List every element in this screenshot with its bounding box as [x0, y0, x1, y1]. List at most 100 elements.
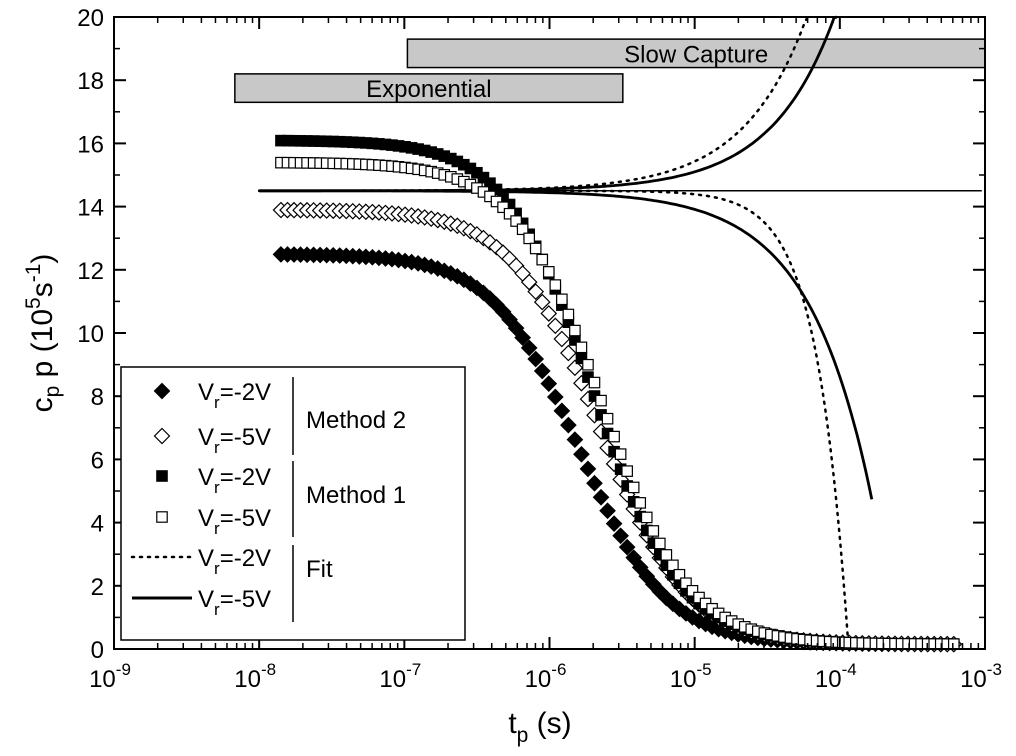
legend-label-0: Vr=-2V — [198, 379, 271, 412]
data-point — [614, 448, 627, 460]
band-label-0: Exponential — [366, 76, 491, 103]
data-point — [605, 515, 623, 532]
data-point — [634, 497, 647, 509]
y-tick-label: 2 — [91, 574, 104, 601]
data-point — [533, 293, 551, 311]
y-tick-label: 20 — [77, 5, 104, 32]
legend-group-1: Method 1 — [306, 482, 406, 509]
x-tick-label: 10-5 — [670, 660, 712, 693]
data-point — [507, 319, 525, 337]
data-point — [640, 511, 653, 524]
band-1 — [406, 38, 986, 69]
data-point — [673, 568, 686, 581]
legend-group-2: Fit — [306, 556, 333, 583]
x-tick-label: 10-9 — [89, 660, 131, 693]
fit-lower-1 — [259, 189, 874, 500]
y-tick-label: 0 — [91, 637, 104, 664]
data-point — [588, 376, 601, 389]
data-point — [490, 183, 503, 196]
data-point — [660, 549, 673, 561]
data-point — [947, 638, 960, 650]
data-points — [272, 134, 963, 653]
data-point — [484, 177, 496, 189]
series-3 — [275, 156, 960, 650]
data-point — [536, 253, 549, 266]
legend-marker-1 — [153, 427, 171, 445]
y-tick-label: 10 — [77, 321, 104, 348]
data-point — [647, 525, 660, 537]
data-point — [560, 416, 577, 434]
data-point — [553, 402, 571, 420]
data-point — [582, 358, 594, 371]
y-tick-label: 18 — [77, 68, 104, 95]
band-label-1: Slow Capture — [624, 41, 768, 68]
data-point — [546, 317, 564, 335]
data-point — [566, 431, 584, 449]
data-point — [542, 266, 555, 278]
data-point — [553, 330, 571, 348]
data-point — [560, 344, 577, 362]
data-point — [667, 559, 679, 572]
y-tick-label: 8 — [91, 384, 104, 411]
data-point — [601, 412, 614, 425]
x-axis-label: tp (s) — [508, 707, 571, 747]
data-point — [562, 308, 575, 321]
legend-group-0: Method 2 — [306, 407, 406, 434]
band-0 — [234, 73, 624, 104]
x-tick-label: 10-6 — [525, 660, 567, 693]
data-point — [527, 283, 545, 300]
y-tick-label: 4 — [91, 511, 104, 538]
data-point — [523, 232, 535, 245]
x-tick-label: 10-3 — [960, 660, 1002, 693]
data-point — [621, 465, 633, 477]
data-point — [592, 488, 610, 506]
y-tick-label: 12 — [77, 258, 104, 285]
legend-label-4: Vr=-2V — [198, 545, 271, 578]
data-point — [575, 352, 588, 365]
data-point — [514, 329, 531, 346]
data-point — [569, 324, 581, 337]
data-point — [680, 577, 692, 590]
y-tick-label: 16 — [77, 131, 104, 158]
data-point — [516, 223, 529, 236]
x-tick-label: 10-7 — [379, 660, 421, 693]
data-point — [654, 537, 666, 550]
y-tick-label: 6 — [91, 447, 104, 474]
legend-label-2: Vr=-2V — [198, 464, 271, 497]
legend-label-5: Vr=-5V — [198, 586, 271, 619]
legend-label-3: Vr=-5V — [198, 505, 271, 538]
data-point — [520, 273, 538, 291]
data-point — [586, 474, 603, 492]
data-point — [599, 502, 616, 520]
annotation-bands: Exponential Slow Capture — [234, 38, 986, 104]
data-point — [527, 350, 545, 368]
axes: 10-9 10-8 10-7 10-6 10-5 10-4 10-3 0 2 4 6 8 10 12 14 1… — [77, 5, 1002, 693]
data-point — [549, 279, 562, 291]
data-point — [540, 375, 558, 392]
data-point — [497, 201, 509, 214]
y-axis-label: cp p (105s-1) — [22, 254, 64, 413]
legend-marker-0 — [153, 382, 171, 400]
data-point — [608, 430, 620, 443]
data-point — [503, 207, 516, 220]
data-point — [579, 460, 597, 478]
x-tick-label: 10-8 — [234, 660, 276, 693]
legend-marker-2 — [156, 470, 168, 482]
x-tick-label: 10-4 — [815, 660, 857, 693]
data-point — [612, 527, 629, 545]
legend-label-1: Vr=-5V — [198, 424, 271, 457]
data-point — [618, 538, 636, 556]
data-point — [520, 339, 538, 357]
legend: Vr=-2V Vr=-5V Vr=-2V Vr=-5V Vr=-2V Vr=-5V Meth… — [120, 366, 466, 641]
data-point — [595, 394, 607, 407]
data-point — [627, 481, 640, 494]
data-point — [529, 242, 542, 255]
data-point — [625, 549, 643, 567]
legend-marker-3 — [156, 511, 168, 523]
data-point — [693, 591, 705, 604]
data-point — [546, 388, 564, 406]
data-point — [556, 293, 568, 306]
data-point — [575, 341, 588, 354]
data-point — [510, 215, 522, 227]
